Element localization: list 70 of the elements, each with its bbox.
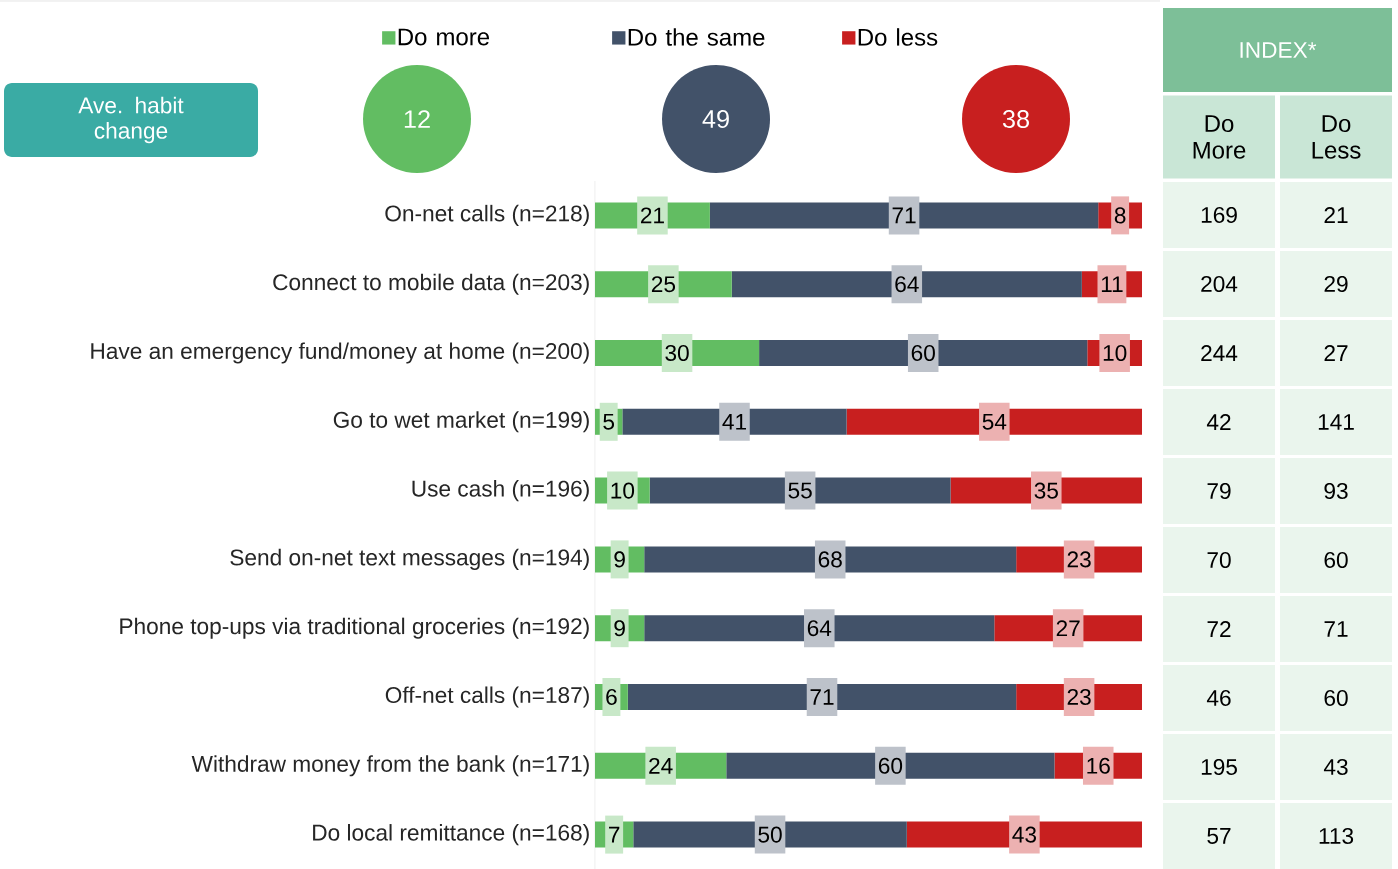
y-tick-label: Phone top-ups via traditional groceries (n=192) — [120, 617, 589, 639]
data-label: 6 — [606, 688, 617, 706]
data-label: 169 — [1201, 206, 1237, 224]
data-label: 93 — [1324, 482, 1348, 500]
data-label: 204 — [1201, 275, 1238, 293]
y-tick-label: Have an emergency fund/money at home (n=200) — [91, 342, 589, 364]
data-label: 244 — [1201, 345, 1238, 361]
data-label: 5 — [603, 413, 615, 430]
text: 12 — [404, 110, 430, 128]
chart-title: INDEX* — [1240, 42, 1317, 58]
data-label: 9 — [614, 620, 625, 637]
data-label: 24 — [649, 757, 673, 774]
data-label: 10 — [1103, 344, 1127, 362]
data-label: 7 — [609, 826, 620, 843]
legend-label: Do more — [398, 28, 490, 46]
data-label: 23 — [1067, 688, 1091, 706]
data-label: 25 — [651, 276, 676, 293]
text: 38 — [1002, 110, 1029, 128]
data-label: 60 — [911, 344, 935, 362]
data-label: 21 — [1324, 207, 1348, 223]
data-label: 27 — [1056, 620, 1080, 637]
y-tick-label: On-net calls (n=218) — [385, 204, 589, 226]
x-tick-label: Do Less — [1312, 115, 1361, 159]
y-tick-label: Send on-net text messages (n=194) — [230, 548, 589, 570]
data-label: 46 — [1206, 689, 1231, 707]
text: 49 — [702, 110, 729, 128]
data-label: 50 — [758, 826, 782, 843]
data-label: 29 — [1324, 275, 1348, 293]
data-label: 70 — [1207, 551, 1231, 569]
data-label: 55 — [788, 482, 812, 499]
y-tick-label: Connect to mobile data (n=203) — [273, 273, 589, 295]
data-label: 16 — [1087, 757, 1110, 774]
data-label: 57 — [1207, 828, 1231, 844]
data-label: 43 — [1012, 826, 1037, 843]
data-label: 10 — [611, 482, 635, 499]
data-label: 30 — [665, 344, 689, 362]
data-label: 68 — [818, 551, 842, 568]
data-label: 60 — [878, 757, 903, 774]
data-label: 113 — [1319, 827, 1354, 845]
data-label: 41 — [722, 413, 746, 430]
y-tick-label: Use cash (n=196) — [412, 480, 589, 502]
data-label: 54 — [982, 413, 1007, 430]
data-label: 141 — [1318, 414, 1354, 430]
x-tick-label: Do More — [1193, 115, 1246, 159]
data-label: 64 — [807, 620, 832, 637]
data-label: 60 — [1324, 551, 1348, 569]
data-label: 79 — [1207, 482, 1231, 500]
text: Ave. habit change — [78, 96, 184, 144]
data-label: 21 — [640, 207, 664, 224]
data-label: 9 — [614, 551, 625, 568]
data-label: 35 — [1034, 482, 1058, 499]
y-tick-label: Withdraw money from the bank (n=171) — [191, 755, 589, 777]
legend-label: Do less — [858, 28, 938, 46]
data-label: 8 — [1114, 207, 1126, 224]
y-tick-label: Go to wet market (n=199) — [333, 411, 589, 433]
data-label: 71 — [1324, 621, 1348, 637]
data-label: 43 — [1323, 758, 1348, 776]
y-tick-label: Off-net calls (n=187) — [385, 686, 589, 708]
data-label: 71 — [892, 207, 916, 224]
data-label: 64 — [895, 276, 919, 293]
data-label: 42 — [1206, 414, 1231, 430]
data-label: 11 — [1101, 276, 1123, 292]
y-tick-label: Do local remittance (n=168) — [313, 824, 589, 846]
legend-label: Do the same — [628, 28, 765, 46]
data-label: 72 — [1207, 621, 1231, 637]
data-label: 27 — [1324, 345, 1348, 361]
data-label: 195 — [1201, 758, 1237, 776]
data-label: 71 — [810, 689, 834, 705]
data-label: 23 — [1067, 551, 1091, 568]
data-label: 60 — [1324, 689, 1348, 707]
